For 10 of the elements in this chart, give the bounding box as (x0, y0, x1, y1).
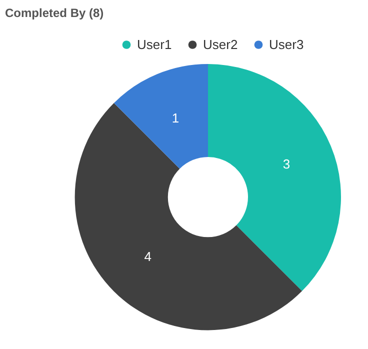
legend-label: User1 (137, 36, 172, 52)
donut-slice (114, 64, 208, 169)
donut-slice (74, 102, 302, 330)
data-label: 1 (172, 110, 180, 126)
donut-slice (208, 64, 341, 292)
data-label: 4 (144, 249, 152, 264)
legend-label: User3 (269, 36, 304, 52)
data-label: 3 (282, 156, 290, 172)
legend-label: User2 (203, 36, 238, 52)
chart-title: Completed By (8) (5, 6, 104, 20)
